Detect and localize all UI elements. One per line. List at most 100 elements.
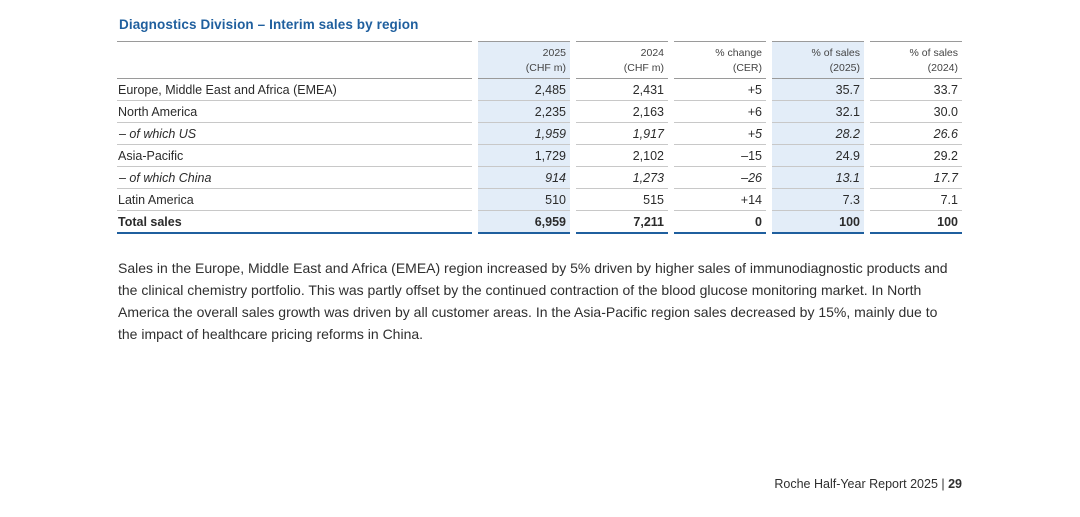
row-change: +5 xyxy=(674,122,766,145)
row-change: –15 xyxy=(674,144,766,167)
row-2025: 2,235 xyxy=(478,100,570,123)
row-2024: 515 xyxy=(576,188,668,211)
row-pct-2024: 26.6 xyxy=(870,122,962,145)
header-region xyxy=(117,41,472,79)
total-2025: 6,959 xyxy=(478,210,570,234)
table-title: Diagnostics Division – Interim sales by … xyxy=(119,17,419,32)
table-row: Latin America 510 515 +14 7.3 7.1 xyxy=(117,188,962,211)
table-row: – of which China 914 1,273 –26 13.1 17.7 xyxy=(117,166,962,189)
column-gap xyxy=(766,78,772,101)
total-2024: 7,211 xyxy=(576,210,668,234)
column-gap xyxy=(570,188,576,211)
row-2024: 2,102 xyxy=(576,144,668,167)
table-row: Asia-Pacific 1,729 2,102 –15 24.9 29.2 xyxy=(117,144,962,167)
table-row: – of which US 1,959 1,917 +5 28.2 26.6 xyxy=(117,122,962,145)
column-gap xyxy=(864,78,870,101)
row-2025: 1,729 xyxy=(478,144,570,167)
page-footer: Roche Half-Year Report 2025 | 29 xyxy=(774,477,962,491)
row-pct-2024: 17.7 xyxy=(870,166,962,189)
row-pct-2024: 33.7 xyxy=(870,78,962,101)
column-gap xyxy=(570,210,576,233)
table-row: North America 2,235 2,163 +6 32.1 30.0 xyxy=(117,100,962,123)
column-gap xyxy=(570,78,576,101)
row-2025: 914 xyxy=(478,166,570,189)
column-gap xyxy=(668,122,674,145)
row-2025: 510 xyxy=(478,188,570,211)
table-header-row: 2025 (CHF m) 2024 (CHF m) % change (CER) % … xyxy=(117,41,962,79)
row-2024: 2,431 xyxy=(576,78,668,101)
column-gap xyxy=(570,122,576,145)
column-gap xyxy=(668,144,674,167)
column-gap xyxy=(766,122,772,145)
column-gap xyxy=(570,166,576,189)
column-gap xyxy=(766,210,772,233)
table-row: Europe, Middle East and Africa (EMEA) 2,… xyxy=(117,78,962,101)
page-number: 29 xyxy=(948,477,962,491)
row-pct-2025: 7.3 xyxy=(772,188,864,211)
row-change: –26 xyxy=(674,166,766,189)
row-region: – of which China xyxy=(117,166,472,189)
row-pct-2025: 24.9 xyxy=(772,144,864,167)
header-change-cer: % change (CER) xyxy=(674,41,766,79)
row-2024: 2,163 xyxy=(576,100,668,123)
column-gap xyxy=(668,210,674,233)
row-2024: 1,273 xyxy=(576,166,668,189)
column-gap xyxy=(864,100,870,123)
column-gap xyxy=(668,78,674,101)
column-gap xyxy=(472,100,478,123)
column-gap xyxy=(472,166,478,189)
column-gap xyxy=(472,78,478,101)
total-row: Total sales 6,959 7,211 0 100 100 xyxy=(117,210,962,234)
column-gap xyxy=(864,188,870,211)
column-gap xyxy=(570,41,576,79)
row-change: +5 xyxy=(674,78,766,101)
row-region: Latin America xyxy=(117,188,472,211)
column-gap xyxy=(864,41,870,79)
row-2025: 1,959 xyxy=(478,122,570,145)
column-gap xyxy=(668,100,674,123)
report-name: Roche Half-Year Report 2025 | xyxy=(774,477,949,491)
row-pct-2024: 29.2 xyxy=(870,144,962,167)
column-gap xyxy=(668,166,674,189)
row-change: +6 xyxy=(674,100,766,123)
row-pct-2024: 7.1 xyxy=(870,188,962,211)
column-gap xyxy=(570,100,576,123)
column-gap xyxy=(766,166,772,189)
column-gap xyxy=(472,122,478,145)
row-change: +14 xyxy=(674,188,766,211)
column-gap xyxy=(668,41,674,79)
row-region: Europe, Middle East and Africa (EMEA) xyxy=(117,78,472,101)
column-gap xyxy=(864,166,870,189)
row-region: North America xyxy=(117,100,472,123)
total-label: Total sales xyxy=(117,210,472,234)
column-gap xyxy=(864,144,870,167)
column-gap xyxy=(766,144,772,167)
total-pct-2024: 100 xyxy=(870,210,962,234)
row-pct-2025: 28.2 xyxy=(772,122,864,145)
sales-by-region-table: 2025 (CHF m) 2024 (CHF m) % change (CER) % … xyxy=(117,41,962,234)
column-gap xyxy=(766,41,772,79)
total-pct-2025: 100 xyxy=(772,210,864,234)
body-paragraph: Sales in the Europe, Middle East and Afr… xyxy=(118,260,948,342)
column-gap xyxy=(472,144,478,167)
column-gap xyxy=(864,122,870,145)
column-gap xyxy=(472,41,478,79)
header-pct-2024: % of sales (2024) xyxy=(870,41,962,79)
header-pct-2025: % of sales (2025) xyxy=(772,41,864,79)
row-2025: 2,485 xyxy=(478,78,570,101)
column-gap xyxy=(472,210,478,233)
column-gap xyxy=(472,188,478,211)
column-gap xyxy=(570,144,576,167)
header-2024-chf: 2024 (CHF m) xyxy=(576,41,668,79)
row-region: – of which US xyxy=(117,122,472,145)
row-pct-2025: 13.1 xyxy=(772,166,864,189)
header-2025-chf: 2025 (CHF m) xyxy=(478,41,570,79)
column-gap xyxy=(766,188,772,211)
row-pct-2024: 30.0 xyxy=(870,100,962,123)
column-gap xyxy=(766,100,772,123)
row-2024: 1,917 xyxy=(576,122,668,145)
row-pct-2025: 35.7 xyxy=(772,78,864,101)
row-region: Asia-Pacific xyxy=(117,144,472,167)
column-gap xyxy=(668,188,674,211)
row-pct-2025: 32.1 xyxy=(772,100,864,123)
